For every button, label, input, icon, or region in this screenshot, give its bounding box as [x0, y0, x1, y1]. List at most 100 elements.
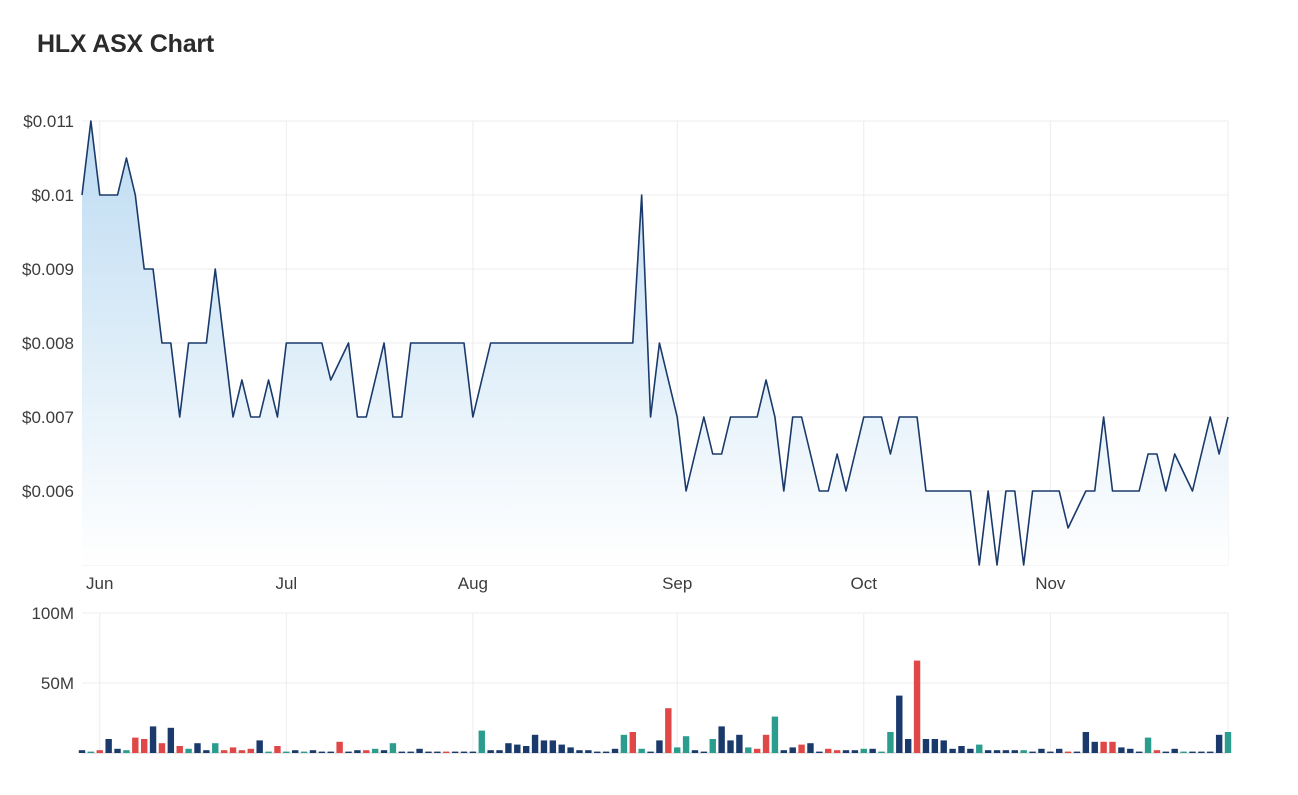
volume-bar: [851, 750, 859, 753]
price-line-series: [81, 120, 1229, 566]
volume-bar: [114, 748, 121, 753]
chart-title: HLX ASX Chart: [37, 30, 215, 58]
volume-bar: [389, 743, 397, 753]
x-axis: Jun Jul Aug Sep Oct Nov: [86, 574, 1066, 593]
volume-bar: [798, 744, 805, 753]
price-y-axis: $0.011 $0.01 $0.009 $0.008 $0.007 $0.006: [22, 112, 74, 501]
volume-bar: [842, 750, 850, 753]
volume-bar: [105, 739, 112, 753]
volume-bar: [682, 736, 690, 753]
volume-bar: [931, 739, 939, 753]
price-y-tick-label: $0.011: [23, 112, 74, 131]
volume-bar: [558, 744, 565, 753]
volume-bar: [1207, 751, 1214, 753]
volume-bar: [443, 751, 450, 753]
volume-bar: [1082, 732, 1090, 753]
volume-bar: [594, 751, 601, 753]
volume-bar: [753, 748, 761, 753]
volume-bar: [522, 746, 530, 753]
volume-bar: [913, 660, 921, 753]
volume-bar: [1100, 741, 1107, 753]
volume-bar: [300, 751, 308, 753]
volume-bar: [691, 750, 699, 753]
volume-bar: [576, 750, 583, 753]
volume-bar: [1029, 751, 1036, 753]
volume-bar: [727, 740, 734, 753]
volume-bar: [1091, 741, 1098, 753]
volume-bar: [833, 750, 841, 753]
volume-y-axis: 100M 50M: [31, 604, 74, 693]
volume-bar: [1020, 750, 1027, 753]
volume-bar: [665, 708, 672, 753]
volume-bar: [1144, 737, 1152, 753]
volume-bar: [709, 739, 716, 753]
volume-bar: [354, 750, 361, 753]
volume-bar: [1153, 750, 1161, 753]
volume-bar: [327, 751, 334, 753]
volume-bar: [1127, 748, 1134, 753]
volume-bar: [158, 743, 166, 753]
volume-bar: [1171, 748, 1178, 753]
volume-y-tick-label: 50M: [41, 674, 74, 693]
volume-bar: [363, 750, 370, 753]
volume-bar: [123, 750, 130, 753]
volume-bar: [949, 748, 956, 753]
volume-bar: [638, 748, 645, 753]
volume-bar: [132, 737, 139, 753]
volume-bar: [1224, 732, 1232, 753]
volume-bar: [336, 741, 343, 753]
volume-bar: [96, 750, 103, 753]
volume-bar: [904, 739, 912, 753]
volume-bar: [345, 751, 352, 753]
volume-bar: [869, 748, 876, 753]
volume-bar: [292, 750, 299, 753]
price-y-tick-label: $0.008: [22, 334, 74, 353]
volume-bar: [878, 751, 885, 753]
volume-bar: [718, 726, 725, 753]
x-tick-label: Sep: [662, 574, 692, 593]
volume-bar: [407, 751, 414, 753]
volume-bar: [620, 734, 628, 753]
volume-bar: [825, 748, 832, 753]
volume-bar: [274, 746, 281, 753]
volume-bar: [469, 751, 477, 753]
volume-bar: [1073, 751, 1081, 753]
x-tick-label: Oct: [851, 574, 878, 593]
volume-bar: [1215, 734, 1223, 753]
price-y-tick-label: $0.007: [22, 408, 74, 427]
volume-bar: [585, 750, 592, 753]
volume-bar: [780, 750, 788, 753]
volume-bar: [976, 744, 983, 753]
volume-bar: [940, 740, 947, 753]
volume-bar: [487, 750, 494, 753]
volume-bar: [1135, 751, 1143, 753]
volume-bar: [380, 750, 388, 753]
volume-bar: [460, 751, 468, 753]
x-tick-label: Jul: [275, 574, 297, 593]
volume-bar: [1109, 741, 1116, 753]
volume-bar: [700, 751, 708, 753]
volume-bar: [212, 743, 219, 753]
volume-bar: [1064, 751, 1072, 753]
volume-bar: [416, 748, 423, 753]
x-tick-label: Nov: [1035, 574, 1066, 593]
volume-bar: [265, 751, 272, 753]
volume-bar: [1189, 751, 1196, 753]
volume-bar: [567, 747, 574, 753]
volume-bar: [602, 751, 610, 753]
volume-bars: [78, 660, 1232, 753]
volume-bar: [220, 750, 228, 753]
volume-bar: [993, 750, 1001, 753]
volume-bar: [496, 750, 503, 753]
volume-bar: [140, 739, 148, 753]
volume-bar: [984, 750, 992, 753]
volume-bar: [451, 751, 459, 753]
volume-bar: [1011, 750, 1018, 753]
volume-bar: [771, 716, 779, 753]
volume-bar: [309, 750, 317, 753]
volume-bar: [1056, 748, 1063, 753]
volume-bar: [540, 740, 548, 753]
volume-bar: [78, 750, 86, 753]
volume-bar: [789, 747, 796, 753]
volume-bar: [1198, 751, 1205, 753]
